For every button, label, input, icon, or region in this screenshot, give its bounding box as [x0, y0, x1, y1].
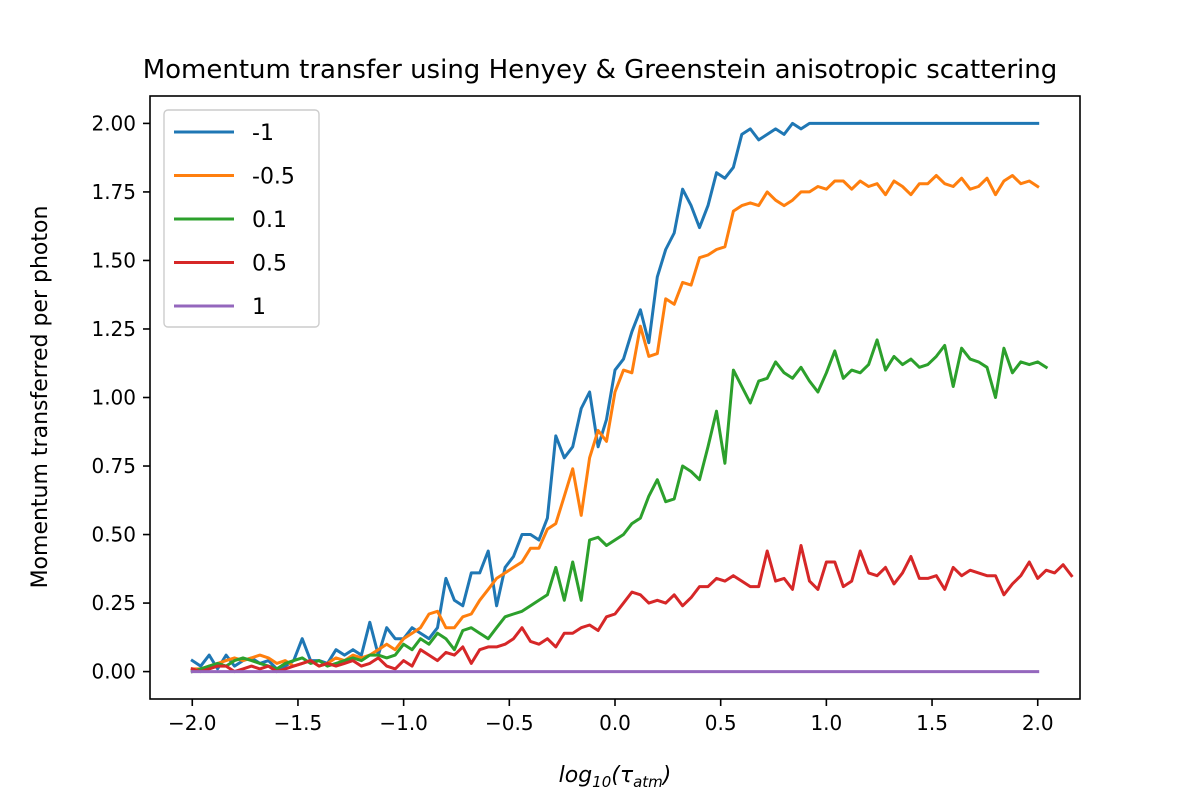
- y-tick-label: 0.50: [91, 523, 136, 547]
- series-line-3: [190, 338, 1049, 674]
- y-tick-label: 1.75: [91, 180, 136, 204]
- legend: -1 -0.5 0.1 0.5 1: [163, 109, 320, 328]
- x-axis-label: log10(τatm): [559, 763, 672, 791]
- y-tick-label: 0.25: [91, 591, 136, 615]
- y-tick-label: 1.00: [91, 386, 136, 410]
- legend-label: 0.1: [252, 208, 287, 233]
- chart-title: Momentum transfer using Henyey & Greenst…: [143, 55, 1058, 85]
- y-axis-label: Momentum transferred per photon: [28, 206, 53, 589]
- legend-label: 0.5: [252, 252, 287, 277]
- x-tick-label: −2.0: [168, 711, 217, 735]
- x-tick-label: 1.5: [916, 711, 948, 735]
- legend-box: [163, 109, 320, 328]
- series-line-2: [190, 174, 1040, 671]
- x-tick-label: −1.5: [274, 711, 323, 735]
- series-line-4: [190, 544, 1074, 674]
- x-tick-label: 0.0: [599, 711, 631, 735]
- legend-label: 1: [252, 295, 266, 320]
- y-tick-label: 0.75: [91, 454, 136, 478]
- y-tick-label: 0.00: [91, 660, 136, 684]
- y-axis-ticks: 0.00 0.25 0.50 0.75 1.00 1.25 1.50 1.75 2.00: [91, 111, 150, 684]
- legend-label: -1: [252, 121, 274, 146]
- x-tick-label: 1.0: [810, 711, 842, 735]
- x-axis-ticks: −2.0 −1.5 −1.0 −0.5 0.0 0.5 1.0 1.5 2.0: [168, 699, 1054, 735]
- y-tick-label: 1.25: [91, 317, 136, 341]
- x-tick-label: −1.0: [379, 711, 428, 735]
- x-tick-label: 0.5: [705, 711, 737, 735]
- y-tick-label: 2.00: [91, 111, 136, 135]
- x-tick-label: −0.5: [485, 711, 534, 735]
- x-tick-label: 2.0: [1022, 711, 1054, 735]
- y-tick-label: 1.50: [91, 248, 136, 272]
- legend-label: -0.5: [252, 165, 295, 190]
- series-layer: [190, 121, 1074, 674]
- series-line-1: [190, 121, 1040, 671]
